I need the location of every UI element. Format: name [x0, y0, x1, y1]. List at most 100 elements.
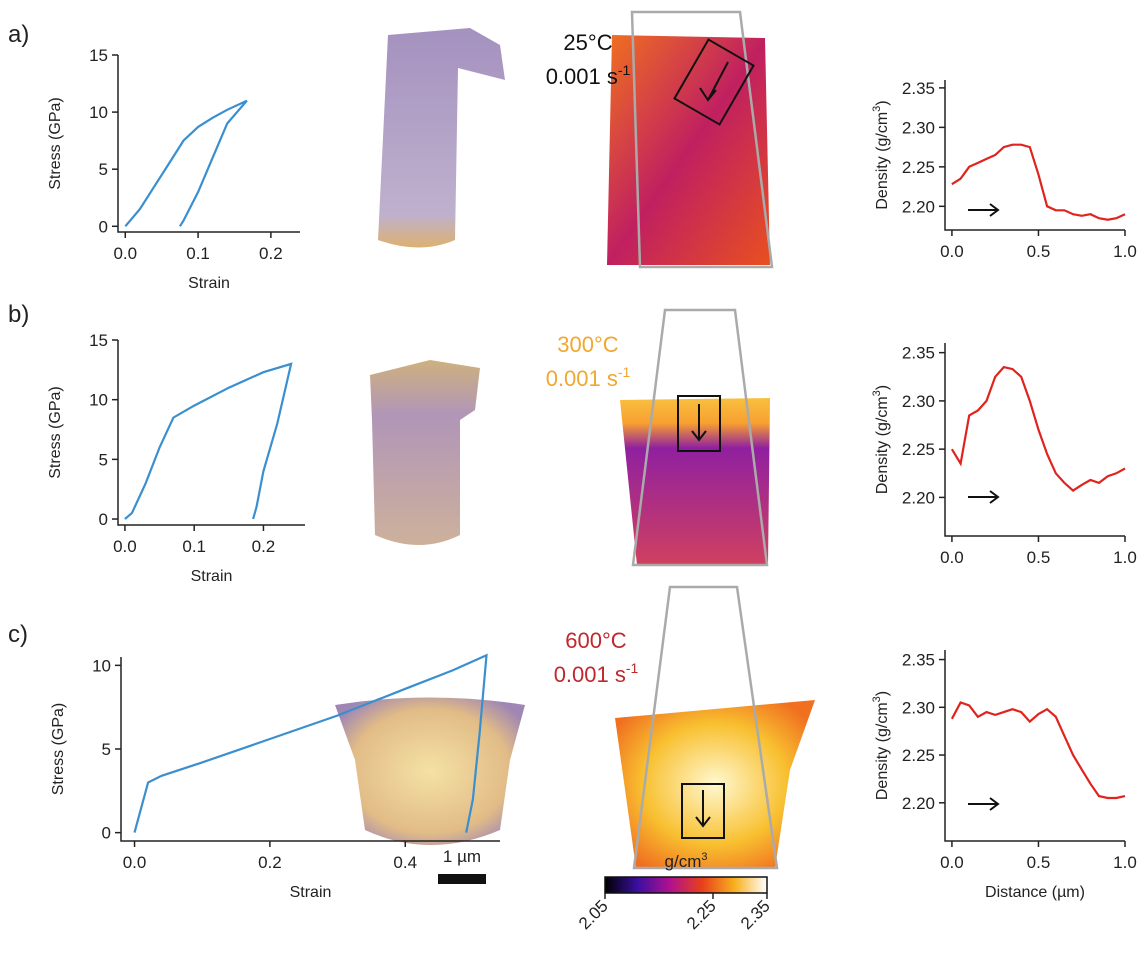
y-label-text: Stress (GPa)	[47, 386, 64, 478]
x-tick-label: 1.0	[1113, 548, 1137, 567]
y-tick-label: 2.25	[902, 440, 935, 459]
x-tick-label: 0.5	[1027, 853, 1051, 872]
axis-line	[117, 55, 300, 233]
rate: 0.001 s	[546, 64, 618, 89]
y-tick-label: 5	[99, 450, 108, 469]
x-tick-label: 0.0	[940, 853, 964, 872]
y-tick-label: 10	[92, 656, 111, 675]
y-axis-label: Stress (GPa)	[47, 97, 64, 189]
colorbar-label-sup: 3	[701, 851, 707, 863]
rate: 0.001 s	[554, 662, 626, 687]
y-tick-label: 5	[99, 160, 108, 179]
y-tick-label: 15	[89, 46, 108, 65]
x-tick-label: 0.5	[1027, 242, 1051, 261]
y-tick-label: 5	[102, 740, 111, 759]
colorbar-tick-label: 2.05	[575, 896, 612, 933]
panel-label: a)	[8, 21, 29, 48]
x-tick-label: 0.0	[123, 853, 147, 872]
data-line	[950, 701, 1126, 800]
x-tick-label: 0.2	[258, 853, 282, 872]
y-label-text: Stress (GPa)	[47, 97, 64, 189]
axis-line	[120, 657, 500, 842]
data-line	[951, 143, 1126, 221]
axis-line	[944, 343, 1125, 537]
colorbar-label-text: g/cm	[665, 852, 702, 871]
y-label-text: Density (g/cm	[874, 396, 891, 494]
x-tick-label: 0.5	[1027, 548, 1051, 567]
y-tick-label: 15	[89, 331, 108, 350]
y-tick-label: 2.20	[902, 794, 935, 813]
y-tick-label: 0	[99, 217, 108, 236]
axis-line	[944, 80, 1125, 231]
y-label-sup: 3	[871, 390, 883, 396]
x-tick-label: 1.0	[1113, 853, 1137, 872]
temperature: 300°C	[557, 332, 619, 357]
y-label-sup: 3	[871, 106, 883, 112]
x-tick-label: 1.0	[1113, 242, 1137, 261]
x-tick-label: 0.0	[940, 242, 964, 261]
x-tick-label: 0.0	[113, 244, 137, 263]
y-label-sup: 3	[871, 696, 883, 702]
colorbar	[604, 876, 768, 894]
y-axis-label: Stress (GPa)	[47, 386, 64, 478]
data-line	[950, 365, 1126, 492]
y-tick-label: 2.30	[902, 118, 935, 137]
data-line	[124, 362, 293, 520]
colorbar-label: g/cm3	[665, 851, 708, 871]
x-tick-label: 0.1	[186, 244, 210, 263]
y-tick-label: 2.30	[902, 392, 935, 411]
strain-rate: 0.001 s-1	[546, 62, 631, 89]
strain-rate: 0.001 s-1	[554, 660, 639, 687]
y-tick-label: 2.35	[902, 79, 935, 98]
rate-exponent: -1	[626, 660, 639, 676]
y-label-end: )	[874, 385, 891, 390]
y-tick-label: 2.35	[902, 344, 935, 363]
x-tick-label: 0.0	[113, 537, 137, 556]
y-axis-label: Density (g/cm3)	[871, 385, 891, 494]
x-axis-label: Strain	[188, 275, 230, 292]
y-label-text: Density (g/cm	[874, 112, 891, 210]
x-tick-label: 0.1	[182, 537, 206, 556]
colorbar-tick-label: 2.35	[737, 896, 774, 933]
x-axis-label: Strain	[191, 568, 233, 585]
density-map	[607, 10, 1000, 870]
y-label-text: Density (g/cm	[874, 702, 891, 800]
y-tick-label: 10	[89, 103, 108, 122]
y-tick-label: 2.35	[902, 651, 935, 670]
data-line	[124, 99, 248, 228]
scale-bar-label: 1 µm	[443, 847, 481, 866]
rate: 0.001 s	[546, 366, 618, 391]
axis-line	[944, 650, 1125, 842]
panel-label: b)	[8, 301, 29, 328]
y-axis-label: Density (g/cm3)	[871, 100, 891, 209]
x-tick-label: 0.4	[393, 853, 417, 872]
y-tick-label: 10	[89, 391, 108, 410]
y-tick-label: 0	[99, 510, 108, 529]
y-label-end: )	[874, 691, 891, 696]
panel-label: c)	[8, 621, 28, 648]
y-axis-label: Stress (GPa)	[50, 703, 67, 795]
y-tick-label: 2.25	[902, 746, 935, 765]
rate-exponent: -1	[618, 364, 631, 380]
y-tick-label: 0	[102, 824, 111, 843]
x-axis-label: Distance (µm)	[985, 884, 1085, 901]
colorbar-tick-label: 2.25	[683, 896, 720, 933]
strain-rate: 0.001 s-1	[546, 364, 631, 391]
pillar-rendering	[335, 28, 525, 845]
y-tick-label: 2.30	[902, 698, 935, 717]
y-axis-label: Density (g/cm3)	[871, 691, 891, 800]
y-tick-label: 2.25	[902, 158, 935, 177]
data-line	[133, 653, 488, 833]
x-tick-label: 0.2	[252, 537, 276, 556]
scale-bar	[438, 874, 486, 884]
y-label-end: )	[874, 100, 891, 105]
axis-line	[117, 340, 305, 526]
temperature: 600°C	[565, 628, 627, 653]
temperature: 25°C	[563, 30, 612, 55]
x-tick-label: 0.2	[259, 244, 283, 263]
x-tick-label: 0.0	[940, 548, 964, 567]
y-label-text: Stress (GPa)	[50, 703, 67, 795]
y-tick-label: 2.20	[902, 488, 935, 507]
x-axis-label: Strain	[290, 884, 332, 901]
